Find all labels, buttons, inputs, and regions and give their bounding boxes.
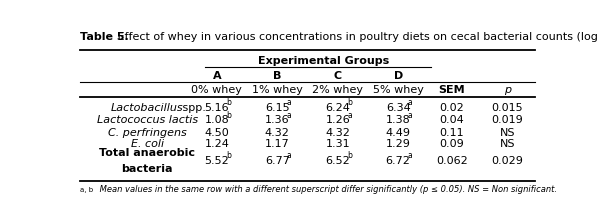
- Text: spp.: spp.: [179, 103, 206, 113]
- Text: 1.17: 1.17: [265, 139, 290, 149]
- Text: 5.16: 5.16: [205, 103, 229, 113]
- Text: Experimental Groups: Experimental Groups: [258, 56, 389, 65]
- Text: 0.062: 0.062: [436, 156, 467, 166]
- Text: NS: NS: [500, 139, 515, 149]
- Text: Effect of whey in various concentrations in poultry diets on cecal bacterial cou: Effect of whey in various concentrations…: [113, 32, 600, 42]
- Text: 0% whey: 0% whey: [191, 85, 242, 95]
- Text: SEM: SEM: [439, 85, 465, 95]
- Text: b: b: [226, 111, 231, 120]
- Text: 0.04: 0.04: [439, 115, 464, 125]
- Text: Total anaerobic: Total anaerobic: [99, 148, 195, 158]
- Text: 1.26: 1.26: [325, 115, 350, 125]
- Text: 1% whey: 1% whey: [252, 85, 303, 95]
- Text: 5.52: 5.52: [205, 156, 229, 166]
- Text: a: a: [287, 111, 292, 120]
- Text: C: C: [334, 71, 342, 80]
- Text: 0.11: 0.11: [439, 128, 464, 138]
- Text: C. perfringens: C. perfringens: [108, 128, 187, 138]
- Text: Mean values in the same row with a different superscript differ significantly (p: Mean values in the same row with a diffe…: [97, 185, 557, 194]
- Text: 6.72: 6.72: [386, 156, 410, 166]
- Text: A: A: [212, 71, 221, 80]
- Text: p: p: [504, 85, 511, 95]
- Text: 1.29: 1.29: [386, 139, 410, 149]
- Text: B: B: [273, 71, 281, 80]
- Text: 0.029: 0.029: [491, 156, 523, 166]
- Text: a, b: a, b: [80, 187, 93, 193]
- Text: 1.36: 1.36: [265, 115, 290, 125]
- Text: Lactococcus lactis: Lactococcus lactis: [97, 115, 197, 125]
- Text: b: b: [226, 151, 231, 160]
- Text: 2% whey: 2% whey: [312, 85, 363, 95]
- Text: 4.50: 4.50: [205, 128, 229, 138]
- Text: Lactobacillus: Lactobacillus: [111, 103, 184, 113]
- Text: 4.32: 4.32: [265, 128, 290, 138]
- Text: Table 5.: Table 5.: [80, 32, 128, 42]
- Text: 1.24: 1.24: [205, 139, 229, 149]
- Text: b: b: [347, 151, 352, 160]
- Text: a: a: [407, 98, 412, 107]
- Text: a: a: [287, 98, 292, 107]
- Text: 0.019: 0.019: [491, 115, 523, 125]
- Text: 0.02: 0.02: [439, 103, 464, 113]
- Text: NS: NS: [500, 128, 515, 138]
- Text: a: a: [347, 111, 352, 120]
- Text: 6.15: 6.15: [265, 103, 290, 113]
- Text: b: b: [347, 98, 352, 107]
- Text: 4.49: 4.49: [386, 128, 410, 138]
- Text: D: D: [394, 71, 403, 80]
- Text: 0.015: 0.015: [491, 103, 523, 113]
- Text: E. coli: E. coli: [131, 139, 164, 149]
- Text: 4.32: 4.32: [325, 128, 350, 138]
- Text: a: a: [407, 111, 412, 120]
- Text: 6.34: 6.34: [386, 103, 410, 113]
- Text: 1.31: 1.31: [325, 139, 350, 149]
- Text: 1.08: 1.08: [205, 115, 229, 125]
- Text: a: a: [407, 151, 412, 160]
- Text: b: b: [226, 98, 231, 107]
- Text: 1.38: 1.38: [386, 115, 410, 125]
- Text: 0.09: 0.09: [439, 139, 464, 149]
- Text: 6.52: 6.52: [325, 156, 350, 166]
- Text: 6.77: 6.77: [265, 156, 290, 166]
- Text: a: a: [287, 151, 292, 160]
- Text: 5% whey: 5% whey: [373, 85, 424, 95]
- Text: 6.24: 6.24: [325, 103, 350, 113]
- Text: bacteria: bacteria: [121, 164, 173, 174]
